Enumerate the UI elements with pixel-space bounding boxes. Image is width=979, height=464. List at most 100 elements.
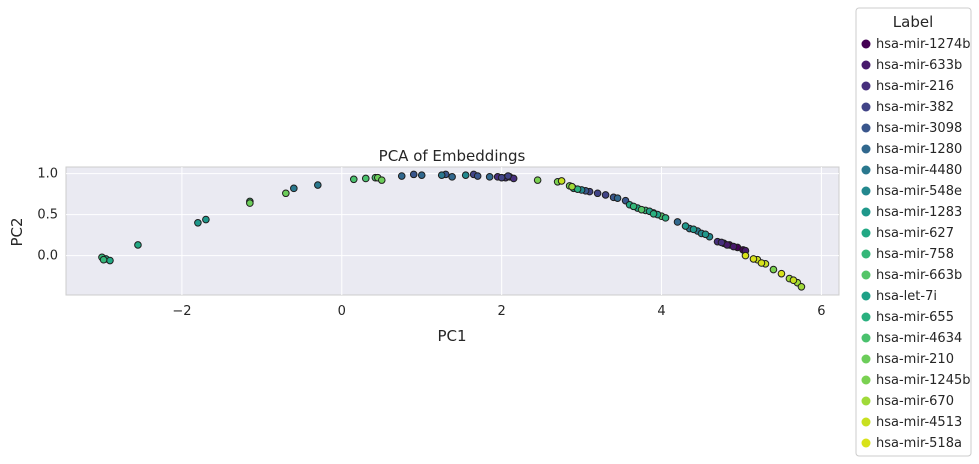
legend-marker — [861, 81, 871, 91]
data-point — [497, 173, 506, 182]
legend-label: hsa-mir-758 — [876, 247, 954, 262]
legend-label: hsa-let-7i — [876, 289, 937, 304]
legend-label: hsa-mir-216 — [876, 79, 954, 94]
legend-label: hsa-mir-663b — [876, 268, 962, 283]
data-point — [282, 189, 290, 198]
data-point — [789, 276, 798, 285]
x-axis-label: PC1 — [437, 327, 466, 345]
data-point — [729, 242, 738, 251]
legend-marker — [861, 165, 871, 175]
legend-label: hsa-mir-3098 — [876, 121, 962, 136]
chart-title: PCA of Embeddings — [379, 147, 526, 165]
legend-marker — [861, 249, 871, 259]
legend-marker — [861, 396, 871, 406]
legend-marker — [861, 291, 871, 301]
data-point — [397, 172, 406, 180]
legend-marker — [861, 312, 871, 322]
data-point — [681, 222, 690, 230]
legend-marker — [861, 354, 871, 364]
legend-marker — [861, 207, 871, 217]
x-tick-label: 2 — [498, 304, 506, 319]
data-point — [661, 214, 670, 222]
legend-label: hsa-mir-382 — [876, 100, 954, 115]
legend-label: hsa-mir-627 — [876, 226, 954, 241]
data-point — [568, 182, 576, 191]
legend-marker — [861, 39, 871, 49]
data-point — [557, 177, 566, 185]
legend-box — [855, 7, 972, 457]
data-point — [448, 173, 456, 181]
data-point — [701, 230, 710, 239]
data-point — [741, 251, 750, 260]
legend-marker — [861, 228, 871, 238]
y-tick-label: 0.0 — [37, 249, 58, 264]
data-point — [409, 170, 418, 179]
data-point — [417, 171, 426, 180]
legend-label: hsa-mir-4480 — [876, 163, 962, 178]
data-point — [349, 175, 358, 184]
x-tick-labels: −2 0 2 4 6 — [172, 304, 825, 319]
data-point — [473, 172, 482, 180]
x-tick-label: 0 — [338, 304, 346, 319]
legend-marker — [861, 270, 871, 280]
data-point — [673, 218, 682, 226]
data-point — [314, 181, 322, 189]
legend-marker — [861, 375, 871, 385]
x-tick-label: 6 — [817, 304, 825, 319]
data-point — [377, 176, 386, 184]
data-point — [533, 176, 542, 184]
legend-label: hsa-mir-518a — [876, 436, 962, 451]
data-point — [99, 255, 108, 264]
legend-label: hsa-mir-1283 — [876, 205, 962, 220]
data-point — [637, 205, 646, 214]
data-point — [504, 172, 512, 180]
data-point — [749, 255, 758, 263]
plot-background — [65, 166, 840, 296]
data-point — [106, 256, 114, 265]
legend-label: hsa-mir-1245b — [876, 373, 971, 388]
y-tick-labels: 0.0 0.5 1.0 — [37, 167, 58, 264]
legend-marker — [861, 123, 871, 133]
legend-marker — [861, 186, 871, 196]
y-tick-label: 1.0 — [37, 167, 58, 182]
data-point — [194, 218, 202, 227]
y-tick-label: 0.5 — [37, 208, 58, 223]
legend-label: hsa-mir-633b — [876, 58, 962, 73]
data-point — [613, 194, 622, 202]
legend-marker — [861, 438, 871, 448]
legend-label: hsa-mir-4513 — [876, 415, 962, 430]
data-point — [601, 191, 610, 199]
data-point — [437, 171, 446, 180]
legend-marker — [861, 144, 871, 154]
data-point — [485, 173, 494, 181]
legend-marker — [861, 60, 871, 70]
data-point — [717, 238, 726, 247]
data-point — [593, 189, 602, 198]
data-point — [202, 215, 210, 224]
legend-label: hsa-mir-670 — [876, 394, 954, 409]
data-point — [649, 209, 658, 218]
legend-marker — [861, 417, 871, 427]
y-axis-label: PC2 — [8, 217, 26, 246]
x-tick-label: −2 — [172, 304, 191, 319]
data-point — [777, 269, 786, 278]
legend-marker — [861, 333, 871, 343]
data-point — [757, 259, 766, 267]
data-point — [461, 171, 470, 180]
data-point — [361, 174, 370, 183]
legend-label: hsa-mir-1274b — [876, 37, 971, 52]
legend: Label hsa-mir-1274b hsa-mir-633b hsa-mir-2… — [855, 7, 972, 457]
x-tick-label: 4 — [657, 304, 665, 319]
legend-label: hsa-mir-1280 — [876, 142, 962, 157]
legend-items: hsa-mir-1274b hsa-mir-633b hsa-mir-216 hsa-… — [861, 37, 971, 451]
legend-title: Label — [893, 13, 933, 31]
legend-label: hsa-mir-4634 — [876, 331, 962, 346]
data-point — [246, 199, 254, 207]
data-point — [769, 265, 778, 274]
legend-marker — [861, 102, 871, 112]
data-point — [797, 282, 806, 291]
legend-label: hsa-mir-655 — [876, 310, 954, 325]
data-point — [629, 202, 638, 211]
legend-label: hsa-mir-210 — [876, 352, 954, 367]
